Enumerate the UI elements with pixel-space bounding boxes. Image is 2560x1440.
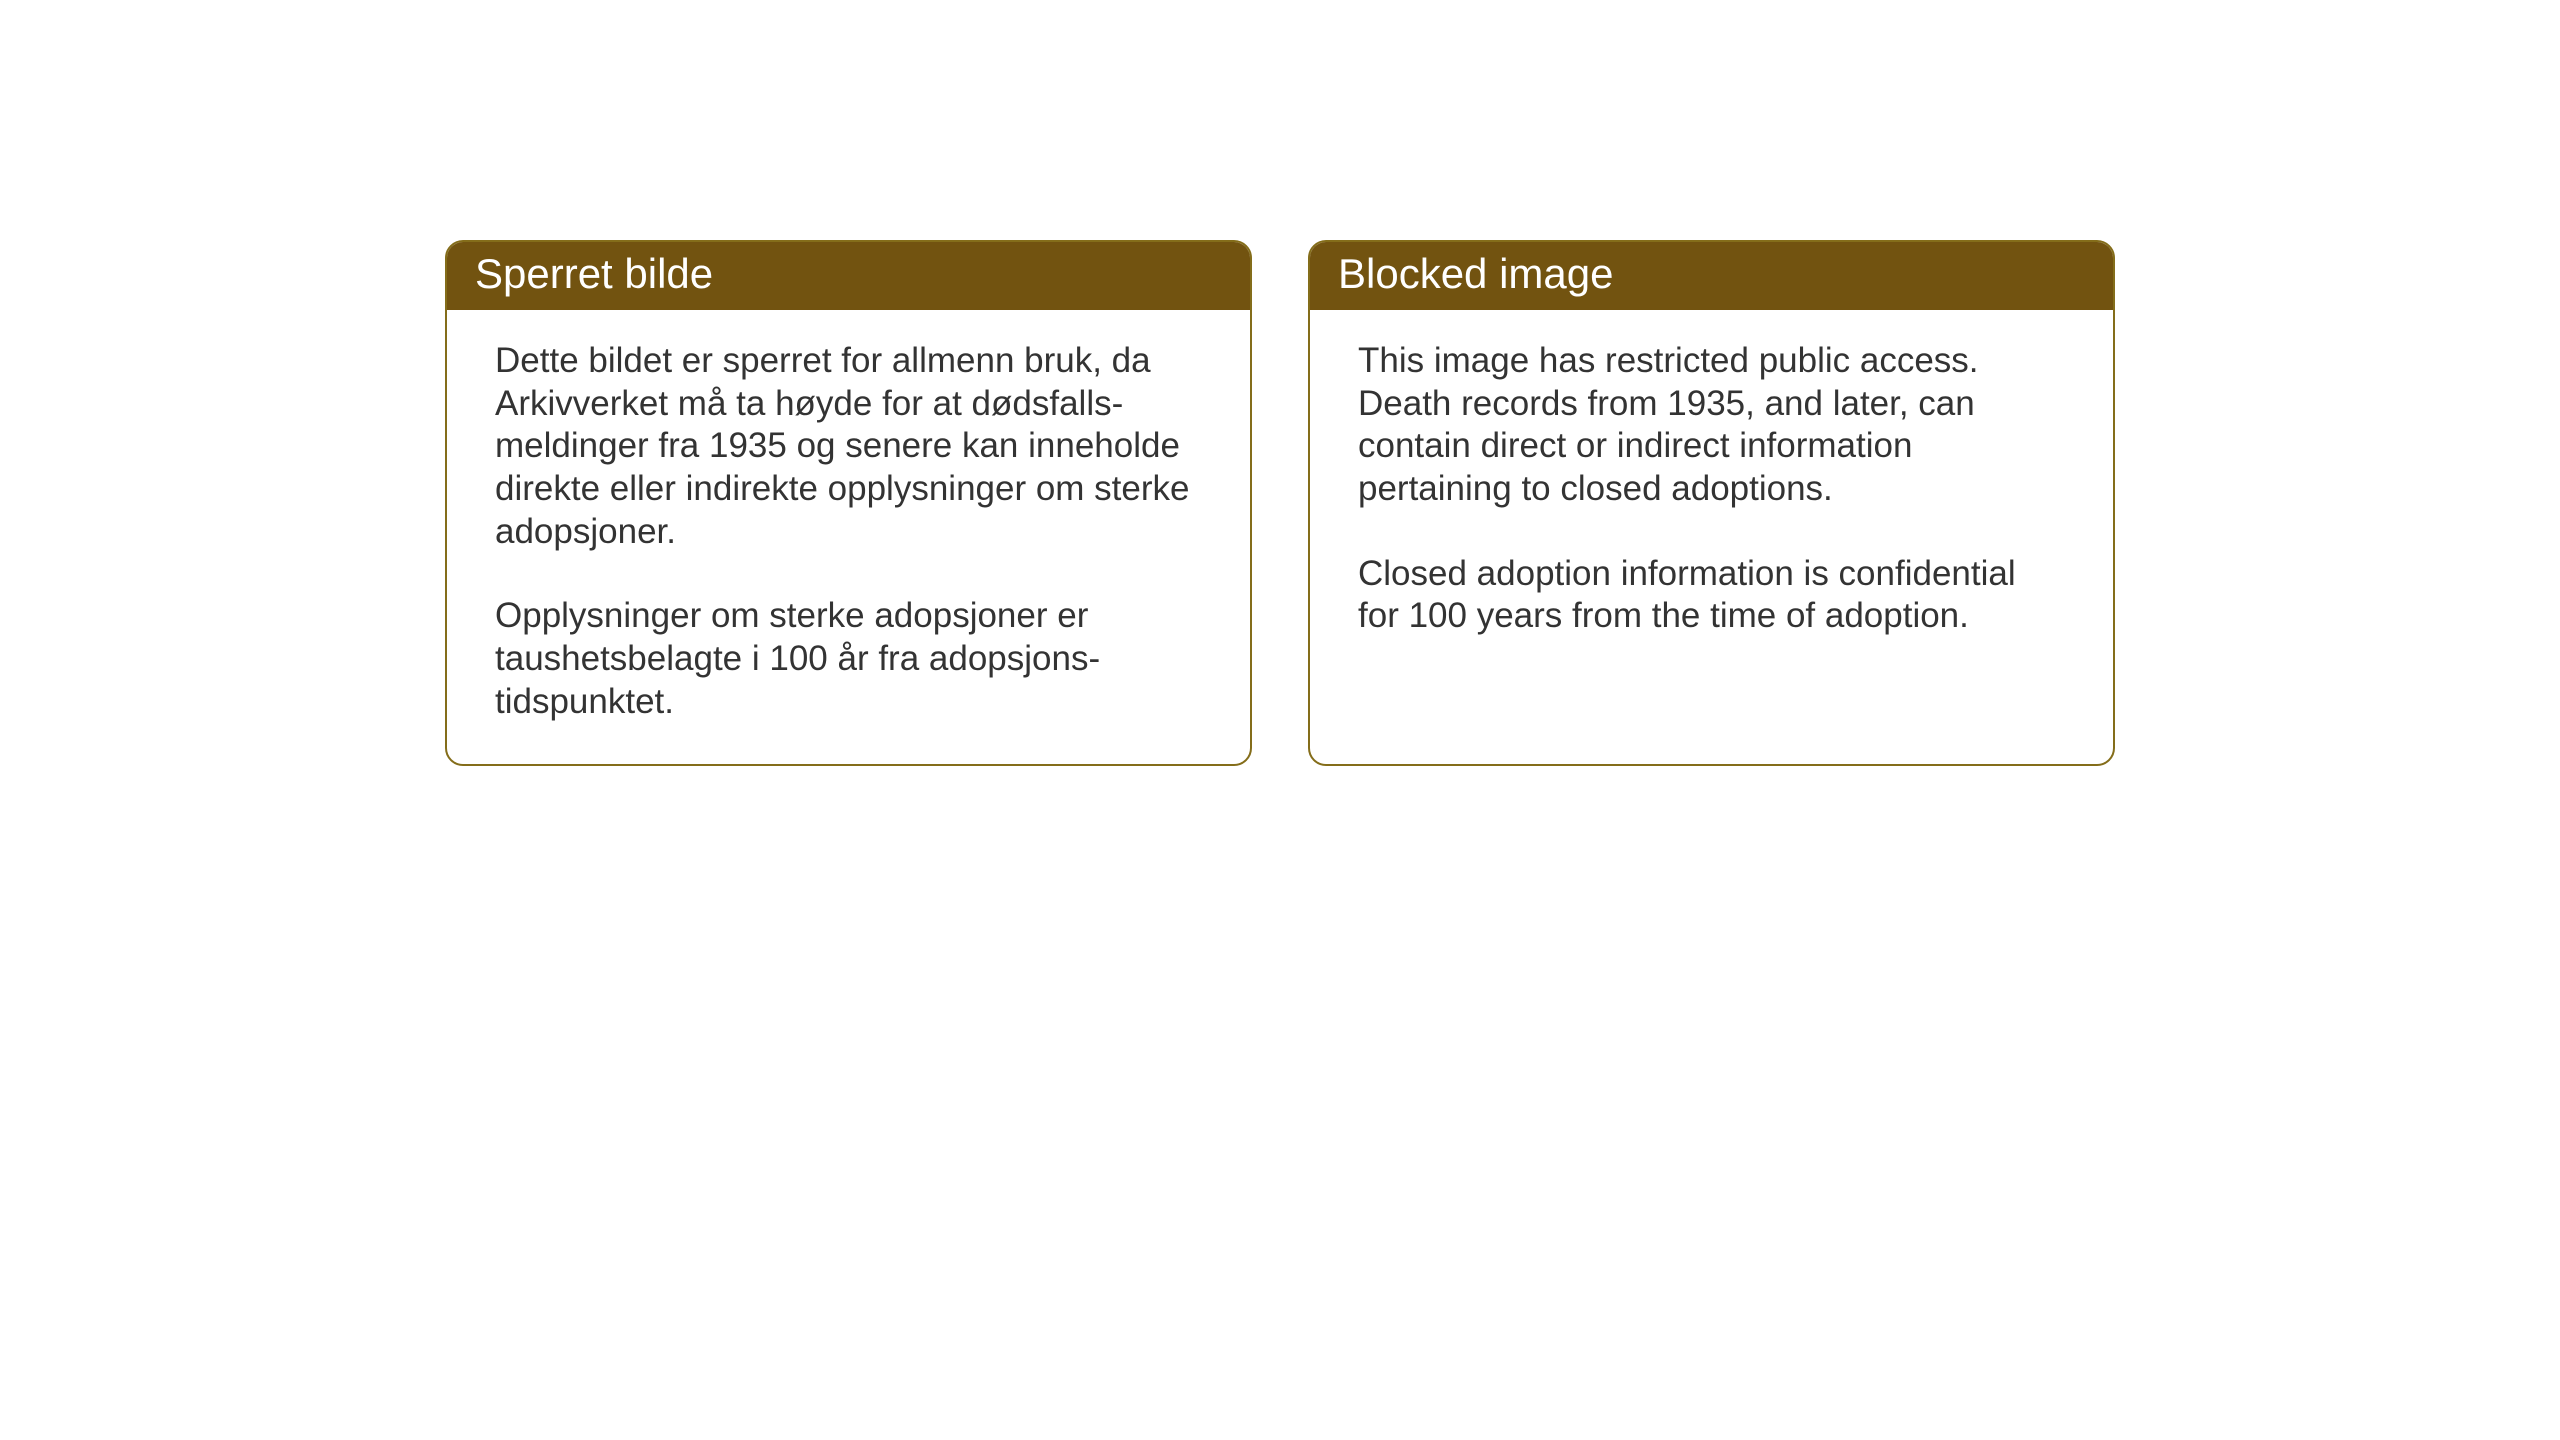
notice-card-norwegian: Sperret bilde Dette bildet er sperret fo… xyxy=(445,240,1252,766)
card-header: Blocked image xyxy=(1310,242,2113,310)
card-paragraph: Closed adoption information is confident… xyxy=(1358,553,2065,638)
notice-container: Sperret bilde Dette bildet er sperret fo… xyxy=(445,240,2115,766)
card-body: This image has restricted public access.… xyxy=(1310,310,2113,678)
card-paragraph: Opplysninger om sterke adopsjoner er tau… xyxy=(495,595,1202,723)
card-paragraph: Dette bildet er sperret for allmenn bruk… xyxy=(495,340,1202,553)
notice-card-english: Blocked image This image has restricted … xyxy=(1308,240,2115,766)
card-header: Sperret bilde xyxy=(447,242,1250,310)
card-paragraph: This image has restricted public access.… xyxy=(1358,340,2065,511)
card-body: Dette bildet er sperret for allmenn bruk… xyxy=(447,310,1250,764)
